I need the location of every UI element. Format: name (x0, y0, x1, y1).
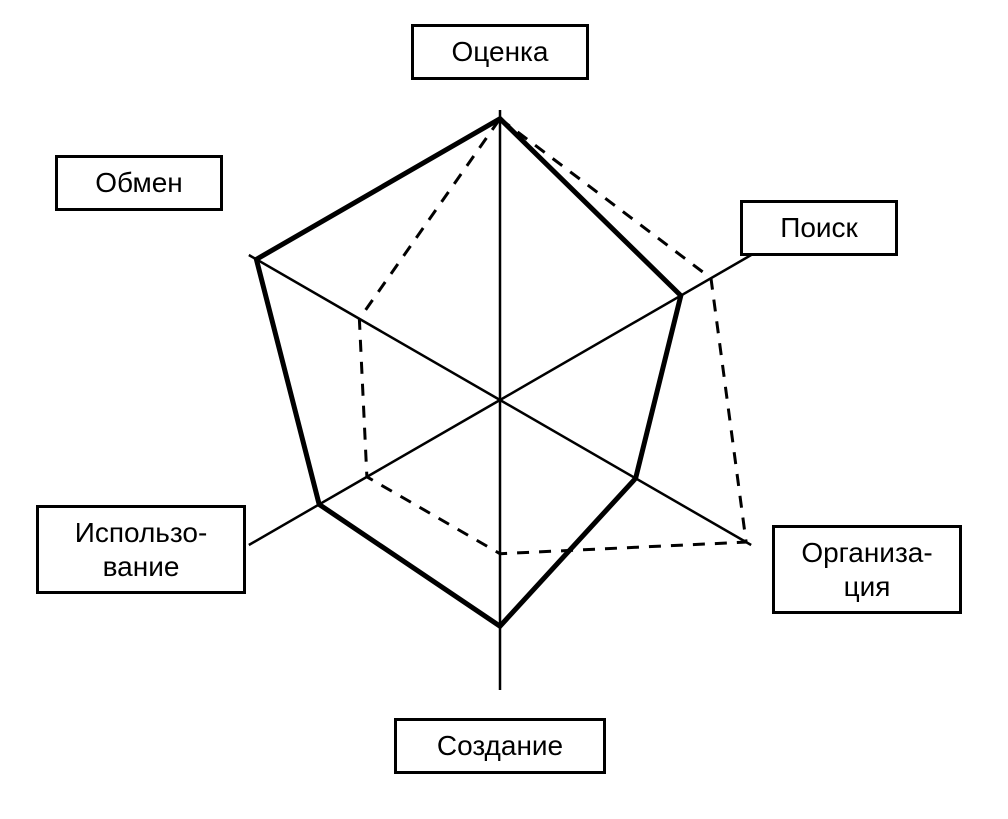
axis-label-text: Организа- ция (801, 536, 932, 603)
axis-label-box: Использо- вание (36, 505, 246, 594)
radar-series-solid_series (256, 119, 680, 627)
axis-label-text: Использо- вание (75, 516, 208, 583)
axis-label-text: Оценка (452, 35, 549, 69)
axis-label-text: Создание (437, 729, 563, 763)
radar-axis-spoke (500, 400, 751, 545)
radar-axis-spoke (249, 400, 500, 545)
axis-label-text: Поиск (780, 211, 858, 245)
axis-label-box: Организа- ция (772, 525, 962, 614)
axis-label-box: Поиск (740, 200, 898, 256)
radar-axis-spoke (500, 255, 751, 400)
axis-label-box: Создание (394, 718, 606, 774)
radar-chart-svg (0, 0, 1008, 814)
radar-chart-container: Оценка Поиск Организа- ция Создание Использо… (0, 0, 1008, 814)
axis-label-text: Обмен (95, 166, 183, 200)
axis-label-box: Оценка (411, 24, 589, 80)
axis-label-box: Обмен (55, 155, 223, 211)
radar-series-dashed_series (359, 119, 746, 554)
